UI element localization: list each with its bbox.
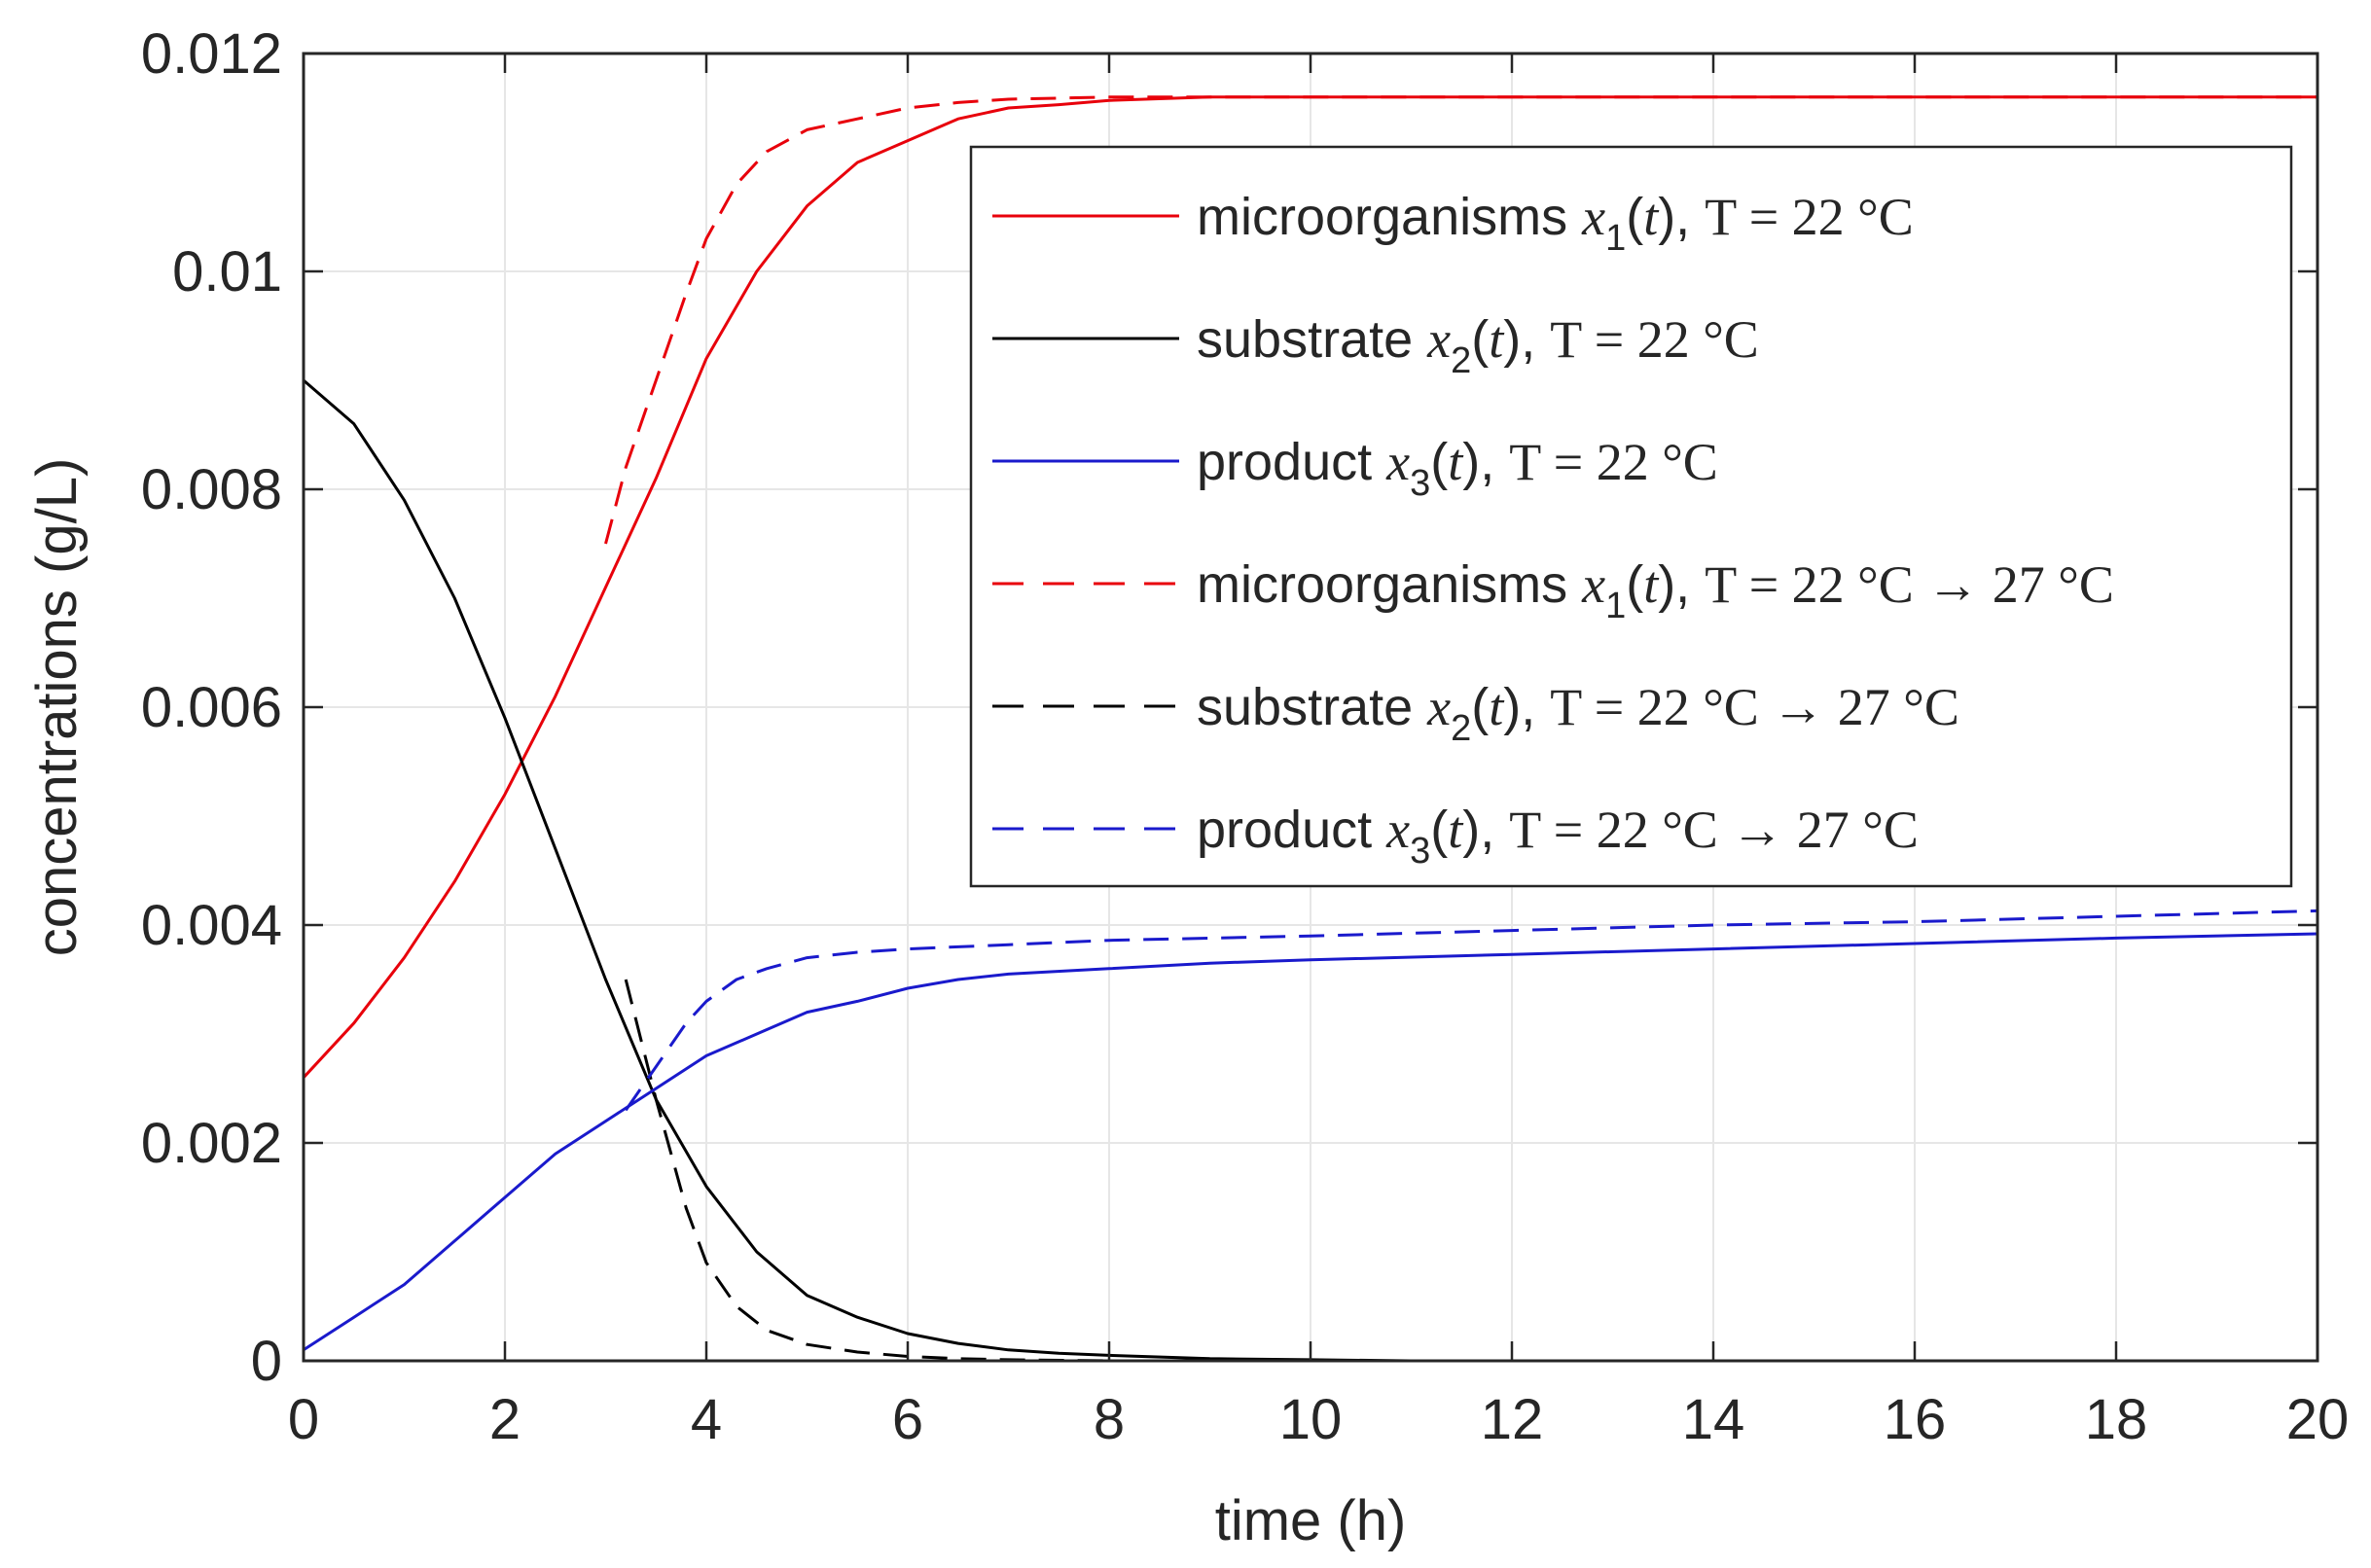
legend-box: [969, 145, 2293, 888]
series-line-x3-22: [303, 932, 2318, 1352]
series-line-x1-27: [604, 95, 2317, 545]
x-tick-label: 16: [1884, 1388, 1947, 1451]
x-tick-label: 12: [1481, 1388, 1544, 1451]
x-tick-label: 18: [2085, 1388, 2148, 1451]
x-tick-label: 4: [691, 1388, 722, 1451]
y-tick-label: 0.008: [141, 458, 282, 521]
tick-labels: 0 2 4 6 8 10 12 14 16 18 20 0 0.002 0.004 0.006 0.008 0.…: [141, 22, 2349, 1451]
legend-entry-x2-22: substrate x2(t), T = 22 °C: [1197, 310, 1759, 381]
y-tick-label: 0.002: [141, 1112, 282, 1175]
x-axis-label: time (h): [1215, 1489, 1407, 1552]
x-tick-label: 8: [1094, 1388, 1125, 1451]
y-tick-label: 0: [251, 1330, 282, 1393]
series-line-x3-27: [624, 909, 2318, 1112]
y-tick-label: 0.01: [172, 240, 282, 303]
legend: microorganisms x1(t), T = 22 °C substrate…: [969, 145, 2293, 888]
y-tick-label: 0.006: [141, 676, 282, 739]
legend-entry-x2-27: substrate x2(t), T = 22 °C → 27 °C: [1197, 678, 1959, 749]
x-tick-label: 2: [489, 1388, 521, 1451]
x-tick-label: 20: [2286, 1388, 2350, 1451]
y-tick-label: 0.012: [141, 22, 282, 86]
legend-entry-x3-22: product x3(t), T = 22 °C: [1197, 433, 1718, 504]
y-tick-label: 0.004: [141, 894, 282, 957]
legend-entry-x3-27: product x3(t), T = 22 °C → 27 °C: [1197, 801, 1919, 872]
x-tick-label: 10: [1279, 1388, 1343, 1451]
plot-frame: [302, 52, 2319, 1363]
y-axis-label: concentrations (g/L): [25, 458, 89, 957]
legend-entry-x1-22: microorganisms x1(t), T = 22 °C: [1197, 188, 1914, 259]
x-tick-label: 0: [288, 1388, 319, 1451]
axes: [302, 52, 2319, 1363]
x-tick-label: 14: [1682, 1388, 1745, 1451]
x-tick-label: 6: [892, 1388, 923, 1451]
legend-entry-x1-27: microorganisms x1(t), T = 22 °C → 27 °C: [1197, 555, 2114, 626]
